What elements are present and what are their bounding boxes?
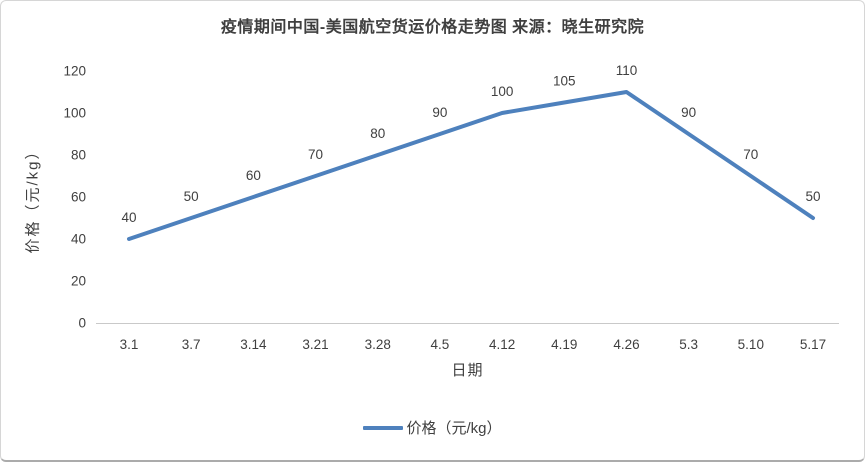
data-label: 40	[121, 210, 136, 225]
x-tick-label: 3.14	[240, 337, 267, 352]
data-label: 80	[370, 126, 385, 141]
y-tick-label: 20	[71, 274, 86, 289]
x-tick-label: 4.26	[613, 337, 639, 352]
legend: 价格（元/kg）	[1, 417, 864, 438]
x-tick-label: 4.19	[551, 337, 577, 352]
chart-title: 疫情期间中国-美国航空货运价格走势图 来源：晓生研究院	[220, 19, 645, 36]
y-tick-label: 80	[71, 148, 86, 163]
data-label: 60	[246, 168, 261, 183]
legend-label: 价格（元/kg）	[406, 420, 502, 437]
x-tick-label: 3.28	[365, 337, 391, 352]
x-tick-label: 3.7	[182, 337, 201, 352]
data-label: 90	[681, 105, 696, 120]
data-label: 50	[184, 189, 199, 204]
x-tick-label: 4.12	[489, 337, 515, 352]
x-tick-label: 5.3	[679, 337, 698, 352]
series-line	[127, 90, 815, 241]
data-label: 100	[491, 84, 514, 99]
data-label: 50	[805, 189, 820, 204]
data-label: 70	[743, 147, 758, 162]
data-label: 105	[553, 74, 576, 89]
x-tick-label: 3.1	[120, 337, 139, 352]
x-tick-label: 3.21	[302, 337, 328, 352]
y-tick-label: 0	[78, 316, 86, 331]
x-tick-label: 4.5	[431, 337, 450, 352]
y-tick-label: 120	[63, 64, 86, 79]
x-tick-label: 5.17	[800, 337, 826, 352]
y-tick-label: 40	[71, 232, 86, 247]
x-axis-title: 日期	[451, 362, 484, 379]
y-tick-label: 100	[63, 106, 86, 121]
data-label: 110	[616, 63, 638, 78]
data-label: 90	[432, 105, 447, 120]
x-tick-label: 5.10	[738, 337, 764, 352]
data-label: 70	[308, 147, 323, 162]
legend-line-swatch	[363, 425, 404, 430]
y-tick-label: 60	[71, 190, 86, 205]
